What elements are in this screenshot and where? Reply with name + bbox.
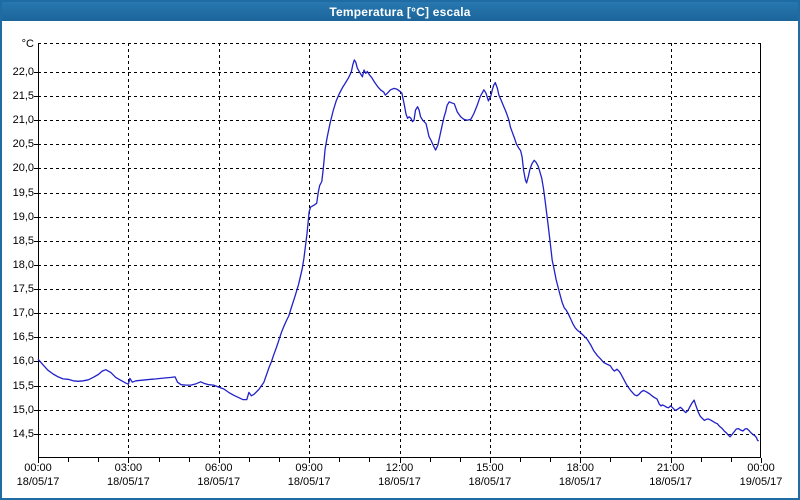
temperature-line-chart — [34, 43, 762, 463]
temperature-series-line — [37, 59, 760, 442]
y-axis-label: 17,0 — [12, 307, 34, 320]
x-axis-time-label: 21:00 — [656, 462, 685, 474]
window-title-text: Temperatura [°C] escala — [329, 4, 471, 19]
y-axis-label: 19,0 — [12, 210, 34, 223]
x-axis-time-label: 09:00 — [295, 462, 323, 474]
x-axis-date-label: 18/05/17 — [468, 476, 512, 488]
x-axis-label: 06:00 18/05/17 — [197, 462, 240, 488]
x-axis-time-label: 06:00 — [204, 462, 233, 474]
y-axis-label: 21,5 — [12, 90, 34, 103]
y-axis-label: 16,0 — [12, 355, 34, 368]
x-axis-date-label: 18/05/17 — [287, 476, 331, 488]
y-axis-label: 19,5 — [12, 186, 34, 199]
x-axis-label: 18:00 18/05/17 — [559, 462, 602, 488]
x-axis-date-label: 18/05/17 — [106, 476, 150, 488]
window-title-bar[interactable]: Temperatura [°C] escala — [2, 2, 798, 21]
x-axis-time-label: 00:00 — [747, 462, 775, 474]
x-axis-label: 15:00 18/05/17 — [468, 462, 511, 488]
x-axis-date-label: 19/05/17 — [739, 476, 783, 488]
y-axis-label: 20,5 — [12, 138, 34, 151]
y-axis-unit-label: °C — [21, 38, 34, 50]
x-axis-date-label: 18/05/17 — [378, 476, 421, 488]
y-axis-label: 22,0 — [12, 65, 34, 78]
x-axis-time-label: 15:00 — [476, 462, 504, 474]
y-axis-label: 20,0 — [12, 162, 34, 175]
x-axis-date-label: 18/05/17 — [197, 476, 241, 488]
x-axis-time-label: 12:00 — [385, 462, 414, 474]
y-axis-label: 15,5 — [12, 379, 34, 392]
y-axis-label: 21,0 — [12, 114, 34, 127]
x-axis-label: 00:00 19/05/17 — [740, 462, 783, 488]
x-axis-label: 09:00 18/05/17 — [288, 462, 331, 488]
y-axis-label: 15,0 — [12, 403, 34, 416]
chart-area: °C 22,0 21,5 21,0 20,5 20,0 19,5 19,0 18,5 18,0 1… — [2, 21, 798, 498]
x-axis-time-label: 03:00 — [114, 462, 143, 474]
y-axis-label: 17,5 — [12, 283, 34, 296]
y-axis-label: 16,5 — [12, 331, 34, 344]
x-axis-time-label: 00:00 — [24, 462, 52, 474]
x-axis-label: 21:00 18/05/17 — [649, 462, 692, 488]
x-axis-label: 00:00 18/05/17 — [17, 462, 60, 488]
y-axis-label: 18,5 — [12, 234, 34, 247]
x-axis-label: 12:00 18/05/17 — [378, 462, 421, 488]
y-axis-label: 18,0 — [12, 258, 34, 271]
x-axis-date-label: 18/05/17 — [558, 476, 602, 488]
x-axis-label: 03:00 18/05/17 — [107, 462, 150, 488]
x-axis-date-label: 18/05/17 — [649, 476, 693, 488]
y-axis-label: 14,5 — [12, 427, 34, 440]
x-axis-time-label: 18:00 — [566, 462, 595, 474]
x-axis-date-label: 18/05/17 — [16, 476, 60, 488]
